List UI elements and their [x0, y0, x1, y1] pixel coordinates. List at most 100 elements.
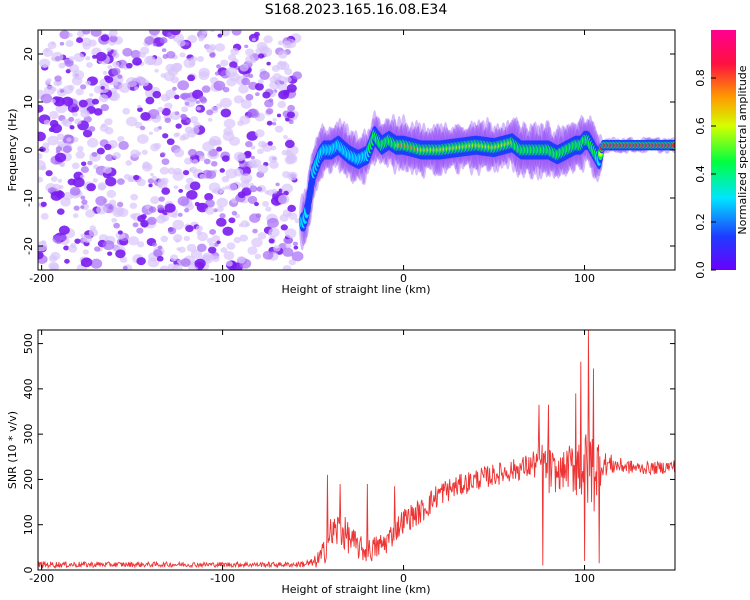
noise-blob — [161, 214, 170, 222]
noise-blob — [50, 191, 63, 201]
y-tick-label: 100 — [22, 514, 35, 535]
noise-blob — [174, 94, 180, 100]
noise-blob — [56, 133, 65, 141]
noise-blob — [173, 234, 183, 243]
noise-blob — [127, 236, 140, 246]
noise-blob — [197, 56, 204, 62]
noise-blob — [136, 178, 146, 187]
noise-blob — [169, 30, 181, 36]
noise-blob — [60, 234, 68, 241]
noise-blob — [283, 135, 288, 140]
noise-blob — [284, 228, 297, 239]
noise-blob — [196, 230, 202, 236]
noise-blob — [62, 145, 72, 154]
noise-blob — [198, 36, 204, 42]
noise-blob — [185, 119, 191, 124]
noise-blob — [102, 70, 108, 75]
snr-series-line — [38, 330, 675, 570]
colorbar-tick-label: 0.2 — [694, 213, 707, 231]
noise-blob — [136, 257, 146, 266]
noise-blob — [40, 93, 53, 104]
noise-blob — [94, 246, 101, 252]
noise-blob — [187, 148, 197, 157]
noise-blob — [137, 107, 143, 113]
noise-blob — [157, 106, 164, 113]
noise-blob — [269, 80, 280, 90]
snr-frame — [37, 329, 676, 571]
noise-blob — [122, 47, 133, 57]
noise-blob — [228, 183, 238, 192]
noise-blob — [245, 222, 250, 227]
colorbar: 0.0 0.2 0.4 0.6 0.8 Normalized spectral ampl… — [694, 30, 749, 279]
noise-blob — [89, 93, 94, 97]
noise-blob — [74, 238, 81, 244]
noise-blob — [177, 39, 186, 47]
noise-blob — [113, 49, 118, 53]
colorbar-gradient — [711, 30, 736, 270]
noise-blob — [291, 251, 304, 262]
x-tick-label: -200 — [29, 572, 54, 585]
snr-plot-area — [38, 330, 675, 570]
noise-blob — [50, 176, 58, 182]
noise-blob — [67, 84, 75, 91]
noise-blob — [61, 118, 69, 125]
noise-blob — [210, 161, 218, 167]
y-tick-label: 0 — [22, 567, 35, 574]
noise-blob — [91, 98, 100, 105]
noise-blob — [198, 71, 210, 81]
noise-blob — [203, 158, 211, 165]
noise-blob — [183, 235, 191, 242]
noise-blob — [220, 59, 229, 67]
noise-blob — [107, 251, 113, 256]
noise-blob — [190, 56, 198, 63]
noise-blob — [117, 135, 125, 143]
noise-blob — [210, 30, 215, 33]
noise-blob — [166, 138, 175, 146]
noise-blob — [80, 174, 85, 179]
noise-blob — [106, 189, 117, 198]
noise-blob — [184, 126, 194, 134]
noise-blob — [108, 30, 118, 37]
noise-blob — [144, 36, 155, 45]
noise-blob — [96, 205, 108, 215]
noise-blob — [145, 96, 155, 105]
noise-blob — [119, 256, 128, 263]
noise-blob — [257, 78, 264, 84]
noise-blob — [247, 246, 258, 255]
noise-blob — [165, 89, 176, 99]
noise-blob — [130, 149, 140, 158]
noise-blob — [257, 232, 267, 240]
noise-blob — [246, 131, 258, 141]
noise-blob — [195, 100, 200, 104]
noise-blob — [233, 236, 241, 244]
noise-blob — [115, 231, 126, 240]
noise-blob — [149, 172, 154, 177]
noise-blob — [85, 56, 91, 61]
noise-blob — [231, 210, 238, 216]
noise-blob — [59, 89, 65, 93]
noise-blob — [293, 245, 299, 250]
noise-blob — [69, 125, 75, 130]
noise-blob — [48, 127, 55, 133]
noise-blob — [216, 240, 221, 245]
noise-blob — [222, 226, 234, 236]
noise-blob — [214, 43, 226, 52]
noise-blob — [215, 217, 227, 227]
noise-blob — [134, 121, 143, 129]
noise-blob — [279, 80, 285, 85]
noise-blob — [238, 223, 244, 228]
noise-blob — [155, 114, 162, 120]
noise-blob — [221, 186, 226, 191]
noise-blob — [247, 108, 259, 119]
noise-blob — [96, 147, 105, 155]
noise-blob — [186, 190, 198, 200]
noise-blob — [209, 228, 217, 235]
noise-blob — [216, 64, 221, 69]
noise-blob — [268, 238, 275, 244]
noise-blob — [139, 125, 146, 131]
noise-blob — [247, 195, 258, 204]
noise-blob — [214, 71, 220, 76]
x-tick-label: 0 — [400, 572, 407, 585]
noise-blob — [153, 142, 162, 150]
noise-blob — [228, 136, 241, 146]
